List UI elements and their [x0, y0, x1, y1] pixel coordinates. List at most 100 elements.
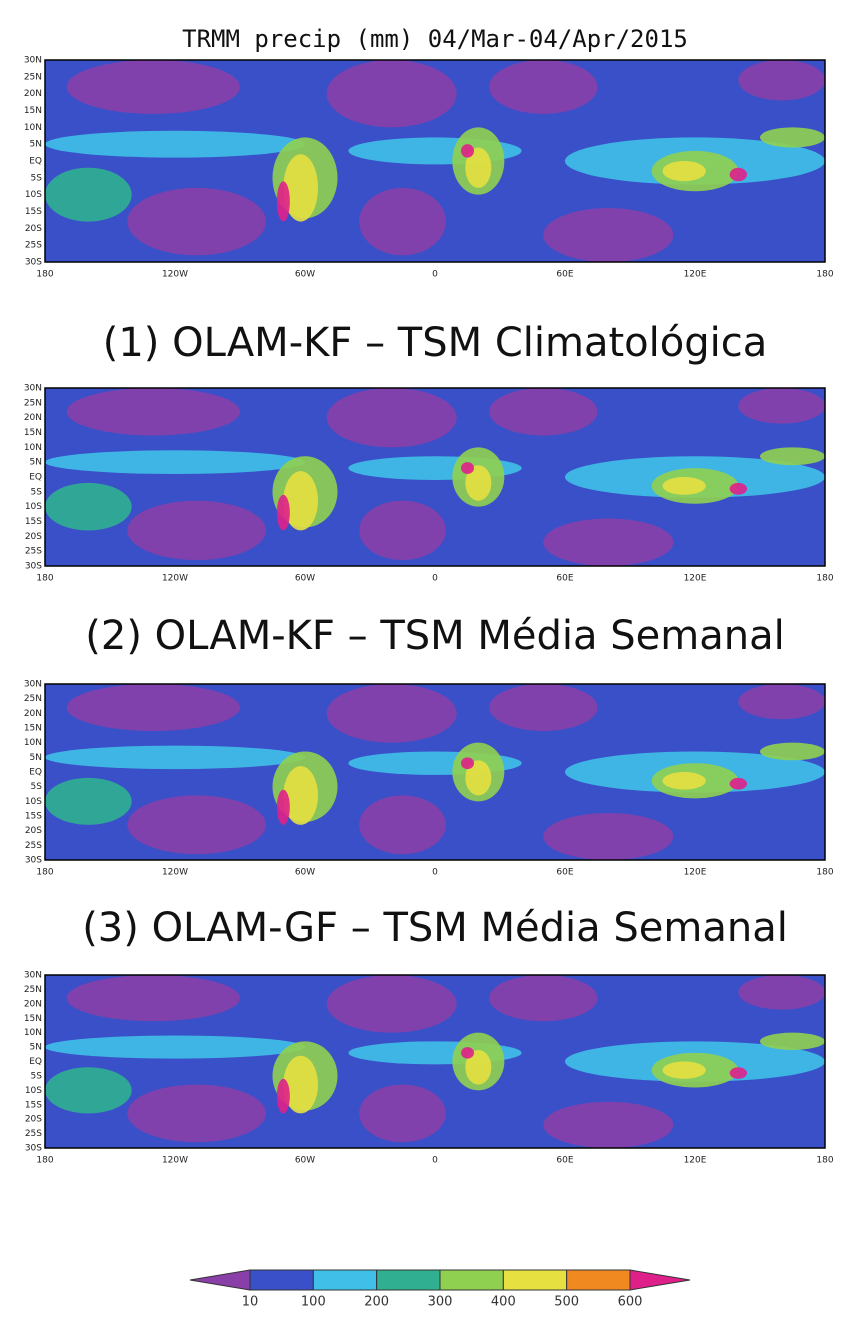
lat-label: 15S — [25, 1100, 42, 1110]
precip-region — [663, 772, 706, 790]
colorbar-segment — [440, 1270, 503, 1290]
lat-label: 25N — [24, 985, 42, 995]
colorbar-tick-label: 10 — [242, 1295, 259, 1310]
colorbar: 10 100 200 300 400 500 600 — [190, 1270, 690, 1310]
colorbar-tick-label: 500 — [554, 1295, 579, 1310]
lat-label: 20S — [25, 224, 42, 234]
lon-label: 180 — [36, 270, 53, 280]
lon-label: 60W — [295, 868, 315, 878]
lat-label: 30S — [25, 562, 42, 572]
precip-region — [738, 975, 825, 1010]
precip-region — [730, 483, 747, 495]
precip-region — [461, 757, 474, 769]
lat-label: 10S — [25, 797, 42, 807]
lat-label: 15N — [24, 106, 42, 116]
precip-region — [127, 795, 266, 854]
lat-label: 10S — [25, 502, 42, 512]
panel-title: (3) OLAM-GF – TSM Média Semanal — [82, 905, 788, 951]
precip-region — [461, 144, 474, 157]
precip-region — [45, 778, 132, 825]
precip-region — [489, 975, 597, 1021]
lon-label: 60W — [295, 574, 315, 584]
colorbar-segment — [377, 1270, 440, 1290]
colorbar-segment — [250, 1270, 313, 1290]
lat-label: 20N — [24, 709, 42, 719]
colorbar-under — [190, 1270, 250, 1290]
precip-region — [730, 168, 747, 181]
lat-label: 25S — [25, 241, 42, 251]
lat-label: 5S — [31, 173, 43, 183]
colorbar-tick-label: 600 — [618, 1295, 643, 1310]
lat-label: 20N — [24, 413, 42, 423]
precip-region — [543, 519, 673, 566]
lat-label: 20N — [24, 999, 42, 1009]
precip-region — [663, 1062, 706, 1079]
lat-label: 10N — [24, 443, 42, 453]
colorbar-segment — [567, 1270, 630, 1290]
precip-region — [277, 495, 290, 531]
lat-label: 5N — [30, 1043, 42, 1053]
map-panel: (2) OLAM-KF – TSM Média Semanal30N25N20N… — [24, 613, 834, 878]
lon-label: 180 — [36, 1156, 53, 1166]
map-panel: TRMM precip (mm) 04/Mar-04/Apr/201530N25… — [24, 25, 834, 280]
lat-label: 20S — [25, 1115, 42, 1125]
colorbar-tick-label: 200 — [364, 1295, 389, 1310]
precip-region — [543, 208, 673, 262]
lon-label: 180 — [816, 270, 833, 280]
colorbar-segment — [313, 1270, 376, 1290]
colorbar-tick-label: 100 — [301, 1295, 326, 1310]
lat-label: 10S — [25, 1086, 42, 1096]
precip-region — [45, 131, 305, 158]
precip-region — [359, 188, 446, 255]
map-panel: (3) OLAM-GF – TSM Média Semanal30N25N20N… — [24, 905, 834, 1166]
lat-label: 30S — [25, 258, 42, 268]
lat-label: 15N — [24, 724, 42, 734]
lon-label: 120E — [684, 574, 707, 584]
lat-label: 20S — [25, 532, 42, 542]
precip-region — [543, 813, 673, 860]
lon-label: 120E — [684, 270, 707, 280]
precip-region — [461, 1047, 474, 1059]
lat-label: 25S — [25, 1129, 42, 1139]
precip-region — [663, 161, 706, 181]
map-field — [45, 684, 825, 860]
lon-label: 120W — [162, 574, 188, 584]
lat-label: 5S — [31, 1071, 43, 1081]
map-field — [45, 388, 825, 566]
precip-region — [127, 1085, 266, 1143]
precip-region — [543, 1102, 673, 1148]
lat-label: 5N — [30, 458, 42, 468]
lon-label: 120E — [684, 1156, 707, 1166]
lat-label: EQ — [29, 473, 42, 483]
lat-label: 15S — [25, 812, 42, 822]
precip-region — [45, 1067, 132, 1113]
lon-label: 60E — [556, 1156, 573, 1166]
precip-region — [359, 501, 446, 560]
lat-label: 30S — [25, 1144, 42, 1154]
precip-region — [67, 975, 240, 1021]
lat-label: 15N — [24, 1014, 42, 1024]
precip-region — [127, 188, 266, 255]
colorbar-tick-label: 300 — [428, 1295, 453, 1310]
lat-label: 5S — [31, 782, 43, 792]
colorbar-tick-label: 400 — [491, 1295, 516, 1310]
precip-region — [359, 795, 446, 854]
lon-label: 0 — [432, 868, 438, 878]
precip-region — [277, 1079, 290, 1114]
lat-label: EQ — [29, 157, 42, 167]
lon-label: 60W — [295, 270, 315, 280]
precip-region — [127, 501, 266, 560]
precip-region — [45, 450, 305, 474]
lon-label: 0 — [432, 1156, 438, 1166]
lat-label: 5N — [30, 753, 42, 763]
lat-label: 25S — [25, 841, 42, 851]
precip-region — [663, 477, 706, 495]
precip-region — [327, 60, 457, 127]
lat-label: 5N — [30, 140, 42, 150]
precip-region — [327, 388, 457, 447]
panel-title: (2) OLAM-KF – TSM Média Semanal — [85, 613, 784, 659]
precip-region — [67, 684, 240, 731]
precip-region — [67, 60, 240, 114]
lat-label: 20N — [24, 89, 42, 99]
lon-label: 180 — [816, 1156, 833, 1166]
